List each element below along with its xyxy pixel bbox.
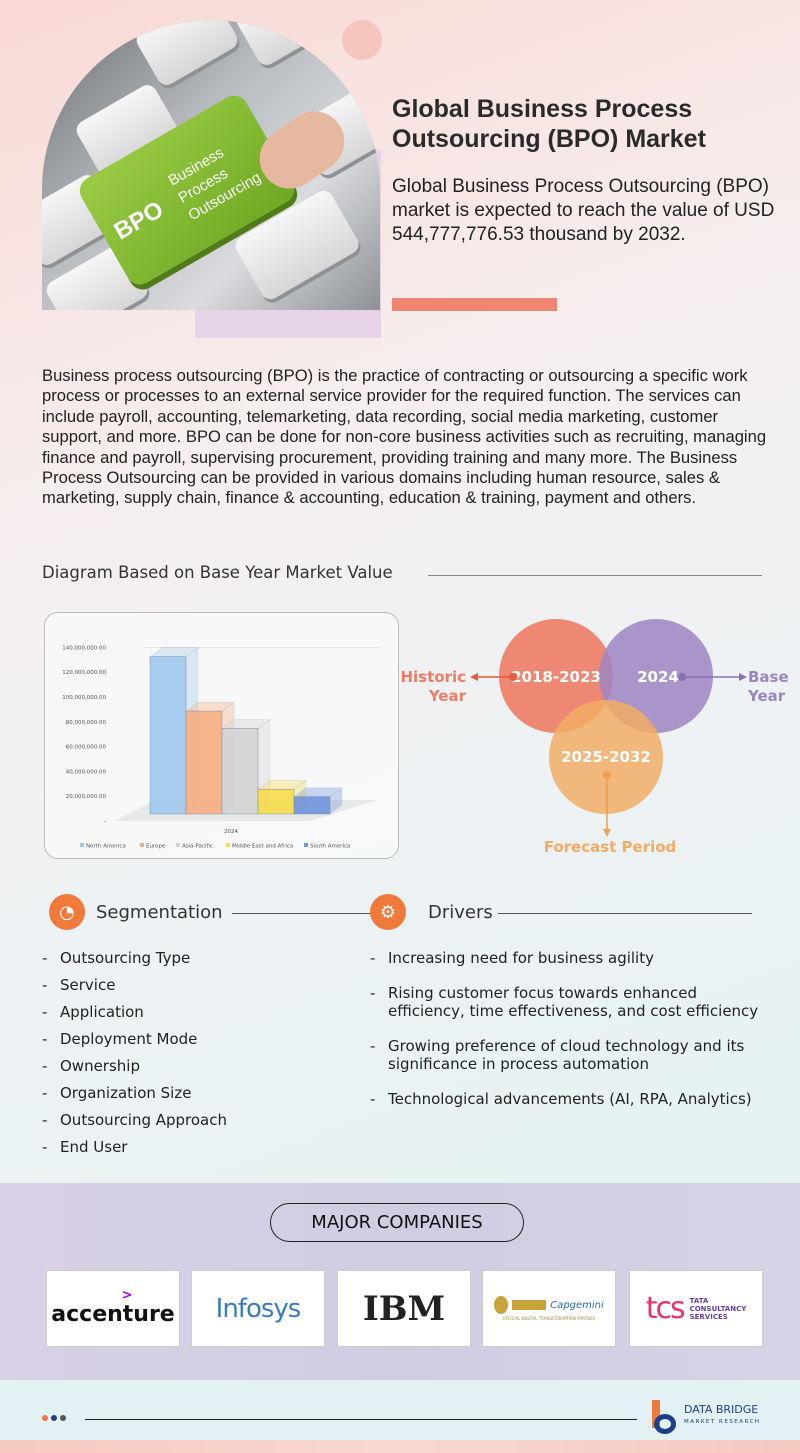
footer (0, 1380, 800, 1440)
bottom-strip (0, 1440, 800, 1453)
drivers-list: Increasing need for business agility Ris… (370, 949, 770, 1108)
list-item: Deployment Mode (42, 1030, 342, 1057)
y-tick-label: 20,000,000.00 (66, 794, 107, 800)
y-tick-label: 40,000,000.00 (66, 769, 107, 775)
y-tick-label: 80,000,000.00 (66, 720, 107, 726)
list-item: Organization Size (42, 1084, 342, 1111)
list-item: Outsourcing Type (42, 949, 342, 976)
intro-paragraph: Business process outsourcing (BPO) is th… (42, 366, 767, 508)
ibm-wordmark: IBM (362, 1288, 446, 1329)
list-item: Rising customer focus towards enhanced e… (370, 984, 770, 1020)
bar-south-america (293, 796, 331, 815)
legend-swatch (80, 843, 84, 847)
accenture-logo: > accenture (46, 1270, 180, 1347)
ibm-logo: IBM (337, 1270, 471, 1347)
accent-bar (392, 298, 557, 311)
forecast-label: Forecast Period (544, 838, 677, 856)
bar-asia-pacific (221, 728, 259, 815)
y-tick-label: 60,000,000.00 (66, 745, 107, 751)
base-label: Base (748, 668, 789, 686)
capgemini-tagline: OFFICIAL DIGITAL TRANSFORMATION PARTNER (502, 1316, 596, 1321)
arrow-down-icon (603, 829, 611, 837)
venn-diagram: 2018-2023 2024 2025-2032 Historic Year B… (400, 619, 789, 856)
bar-europe (185, 710, 223, 815)
pie-chart-icon: ◔ (49, 894, 85, 930)
historic-label-2: Year (428, 687, 467, 705)
decorative-circle (342, 20, 382, 60)
accenture-chevron-icon: > (121, 1287, 133, 1303)
arrow-left-icon (470, 673, 478, 681)
base-label-2: Year (747, 687, 786, 705)
legend-label: Asia-Pacific (182, 844, 213, 850)
legend-swatch (140, 843, 144, 847)
segmentation-title: Segmentation (96, 902, 223, 923)
divider (428, 575, 762, 576)
y-tick-label: 100,000,000.00 (62, 695, 106, 701)
forecast-years: 2025-2032 (561, 748, 651, 766)
gears-icon: ⚙ (370, 894, 406, 930)
arrow-right-icon (739, 673, 747, 681)
diagram-heading: Diagram Based on Base Year Market Value (42, 563, 393, 582)
forecast-circle (549, 700, 663, 814)
legend-label: Middle East and Africa (232, 844, 293, 850)
list-item: Increasing need for business agility (370, 949, 770, 967)
legend-swatch (226, 843, 230, 847)
market-summary: Global Business Process Outsourcing (BPO… (392, 176, 791, 245)
brand-subtitle: MARKET RESEARCH (684, 1419, 761, 1425)
legend-swatch (304, 843, 308, 847)
legend-label: South America (310, 844, 350, 850)
y-tick-label: - (104, 819, 106, 825)
hero-image: BPO Business Process Outsourcing (42, 20, 380, 310)
list-item: Growing preference of cloud technology a… (370, 1037, 770, 1073)
accenture-wordmark: accenture (51, 1301, 175, 1327)
brand-name: DATA BRIDGE (684, 1403, 759, 1416)
dots-icon (42, 1415, 66, 1421)
drivers-title: Drivers (428, 902, 493, 923)
divider (232, 913, 372, 914)
tcs-wordmark: tcs (645, 1291, 686, 1326)
y-tick-label: 140,000,000.00 (62, 645, 106, 651)
divider (498, 913, 752, 914)
capgemini-wordmark: Capgemini (550, 1299, 604, 1311)
x-tick-label: 2024 (224, 829, 238, 835)
bar-north-america (149, 656, 187, 815)
list-item: Outsourcing Approach (42, 1111, 342, 1138)
list-item: Technological advancements (AI, RPA, Ana… (370, 1090, 770, 1108)
historic-label: Historic (400, 668, 466, 686)
companies-title: MAJOR COMPANIES (270, 1203, 524, 1242)
list-item: Application (42, 1003, 342, 1030)
segmentation-list: Outsourcing Type Service Application Dep… (42, 949, 342, 1165)
capgemini-logo: Capgemini OFFICIAL DIGITAL TRANSFORMATIO… (482, 1270, 616, 1347)
tcs-logo: tcs TATA CONSULTANCY SERVICES (629, 1270, 763, 1347)
legend-swatch (176, 843, 180, 847)
historic-years: 2018-2023 (511, 668, 601, 686)
data-bridge-logo-icon (650, 1400, 678, 1436)
list-item: Service (42, 976, 342, 1003)
bar-middle-east-and-africa (257, 788, 295, 815)
list-item: End User (42, 1138, 342, 1165)
base-years: 2024 (637, 668, 679, 686)
infosys-logo: Infosys (191, 1270, 325, 1347)
divider (85, 1419, 637, 1420)
bar-chart: - 20,000,000.00 40,000,000.00 60,000,000.00… (62, 645, 380, 850)
page-title: Global Business Process Outsourcing (BPO… (392, 95, 706, 153)
list-item: Ownership (42, 1057, 342, 1084)
infosys-wordmark: Infosys (215, 1293, 302, 1324)
legend-label: Europe (146, 844, 166, 850)
y-tick-label: 120,000,000.00 (62, 670, 106, 676)
legend-label: North America (86, 844, 126, 850)
